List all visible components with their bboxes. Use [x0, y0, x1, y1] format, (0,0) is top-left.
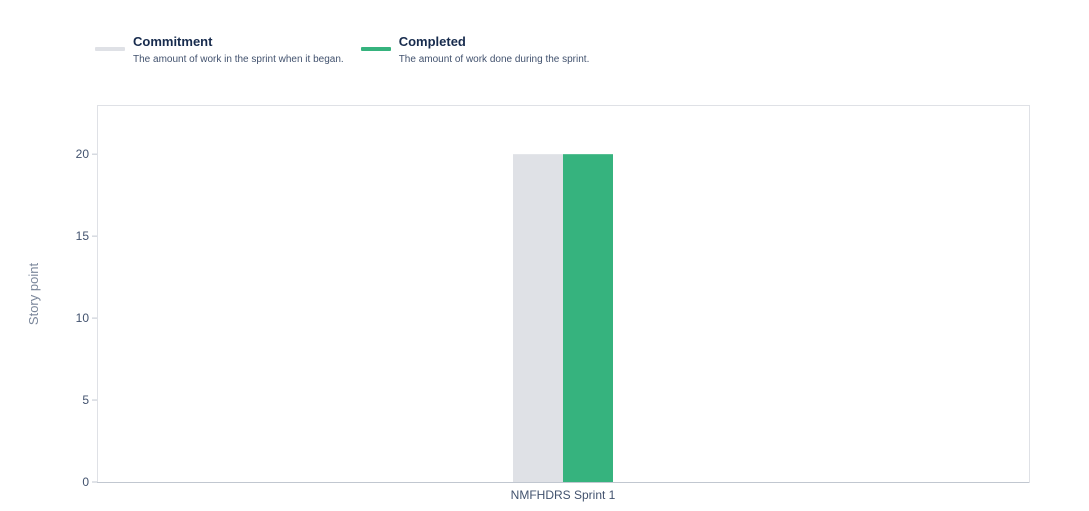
y-tick-label: 20: [76, 147, 90, 161]
bar-commitment[interactable]: [513, 154, 563, 482]
y-tick-label: 5: [82, 393, 89, 407]
x-axis: NMFHDRS Sprint 1: [97, 482, 1029, 502]
x-tick-label: NMFHDRS Sprint 1: [511, 488, 616, 502]
y-tick-label: 0: [82, 475, 89, 489]
legend-item-completed: Completed The amount of work done during…: [360, 34, 590, 66]
chart-legend: Commitment The amount of work in the spr…: [95, 34, 589, 66]
completed-swatch: [360, 47, 391, 51]
bar-completed[interactable]: [563, 154, 613, 482]
y-tick-label: 10: [76, 311, 90, 325]
commitment-swatch: [95, 47, 125, 51]
legend-desc-completed: The amount of work done during the sprin…: [398, 54, 590, 65]
y-tick-label: 15: [76, 229, 90, 243]
y-axis-label: Story point: [26, 263, 41, 326]
y-axis: 0 5 10 15 20: [76, 147, 97, 489]
legend-item-commitment: Commitment The amount of work in the spr…: [95, 34, 344, 66]
legend-desc-commitment: The amount of work in the sprint when it…: [133, 54, 344, 65]
bar-group: [513, 154, 613, 482]
legend-title-commitment: Commitment: [133, 34, 213, 49]
legend-title-completed: Completed: [398, 34, 466, 49]
